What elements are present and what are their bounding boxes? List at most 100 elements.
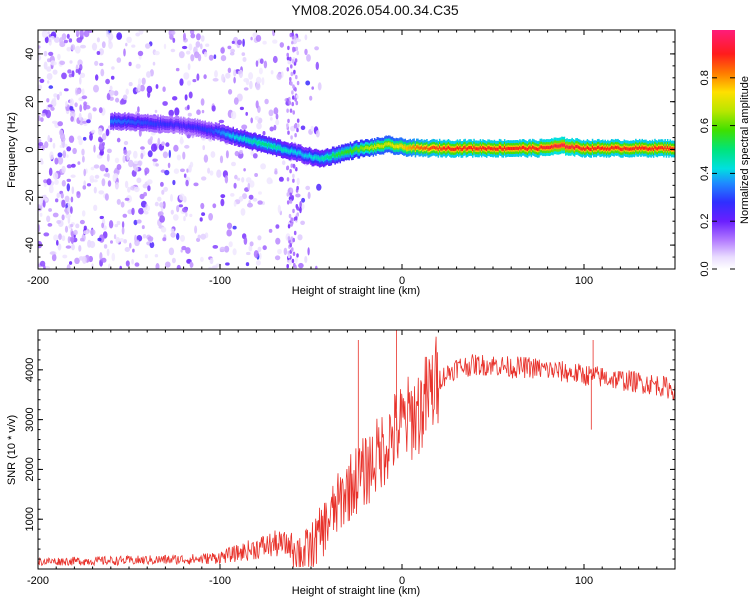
noise-cell <box>76 37 83 43</box>
noise-cell <box>296 185 299 191</box>
ridge-cell <box>475 147 478 151</box>
noise-cell <box>81 88 85 95</box>
noise-cell <box>239 106 244 111</box>
noise-cell <box>277 204 281 214</box>
ridge-cell <box>142 121 144 125</box>
ridge-cell <box>544 146 547 150</box>
ridge-cell <box>539 145 541 149</box>
noise-cell <box>89 240 96 249</box>
ridge-cell <box>391 143 394 147</box>
ridge-cell <box>356 146 358 150</box>
noise-cell <box>38 115 41 121</box>
ridge-cell <box>348 150 350 154</box>
ridge-cell <box>288 150 291 154</box>
ridge-cell <box>618 146 620 150</box>
noise-cell <box>237 39 242 46</box>
noise-cell <box>275 237 281 245</box>
noise-cell <box>56 239 59 246</box>
noise-cell <box>50 35 55 41</box>
ridge-cell <box>190 125 192 129</box>
noise-cell <box>67 236 71 244</box>
noise-cell <box>292 178 295 183</box>
ridge-cell <box>543 146 545 150</box>
noise-cell <box>190 33 196 39</box>
noise-cell <box>295 100 299 106</box>
noise-cell <box>259 252 262 260</box>
colorbar-label: Normalized spectral amplitude <box>739 76 750 224</box>
noise-cell <box>168 247 175 256</box>
ridge-cell <box>607 146 609 150</box>
noise-cell <box>106 93 111 101</box>
noise-cell <box>291 41 294 45</box>
ridge-cell <box>156 122 158 126</box>
noise-cell <box>176 232 180 241</box>
noise-cell <box>186 168 189 173</box>
noise-cell <box>70 110 76 119</box>
noise-cell <box>306 54 311 62</box>
ridge-cell <box>647 147 650 151</box>
ridge-cell <box>486 147 488 151</box>
noise-cell <box>291 195 294 200</box>
noise-cell <box>254 173 258 177</box>
noise-cell <box>292 251 296 256</box>
noise-cell <box>121 227 125 235</box>
noise-cell <box>44 197 48 202</box>
ridge-cell <box>130 120 133 124</box>
noise-cell <box>119 238 124 242</box>
noise-cell <box>149 241 155 249</box>
ridge-cell <box>666 145 669 149</box>
noise-cell <box>57 152 63 158</box>
noise-cell <box>286 52 290 58</box>
ridge-cell <box>343 151 345 155</box>
noise-cell <box>68 73 73 78</box>
noise-cell <box>65 245 72 249</box>
ridge-cell <box>139 121 141 125</box>
noise-cell <box>76 89 81 95</box>
noise-cell <box>220 55 227 62</box>
noise-cell <box>192 79 197 83</box>
ridge-cell <box>161 123 163 127</box>
ridge-cell <box>399 144 401 148</box>
noise-cell <box>257 200 263 205</box>
noise-cell <box>241 177 245 183</box>
ridge-cell <box>143 121 145 125</box>
ridge-cell <box>640 147 642 151</box>
noise-cell <box>275 119 280 126</box>
ridge-cell <box>488 146 491 150</box>
noise-cell <box>115 97 120 103</box>
noise-cell <box>108 38 112 45</box>
noise-cell <box>292 237 296 243</box>
ridge-cell <box>165 123 167 127</box>
ridge-cell <box>351 150 353 154</box>
ridge-cell <box>268 143 270 147</box>
spectrogram-y-label: Frequency (Hz) <box>6 112 18 188</box>
noise-cell <box>44 141 49 149</box>
ridge-cell <box>642 146 645 150</box>
noise-cell <box>296 118 300 123</box>
noise-cell <box>106 148 112 154</box>
noise-cell <box>47 104 53 108</box>
noise-cell <box>59 60 66 65</box>
ridge-cell <box>273 144 275 148</box>
noise-cell <box>254 116 260 121</box>
noise-cell <box>272 39 278 44</box>
noise-cell <box>76 191 81 199</box>
ridge-cell <box>189 125 191 129</box>
noise-cell <box>208 266 213 269</box>
noise-cell <box>239 149 243 155</box>
noise-cell <box>311 86 315 90</box>
ridge-cell <box>458 147 460 151</box>
noise-cell <box>263 60 268 69</box>
ridge-cell <box>608 147 610 151</box>
ridge-cell <box>665 147 668 151</box>
noise-cell <box>161 141 166 146</box>
noise-cell <box>144 254 148 259</box>
ridge-cell <box>582 146 585 150</box>
noise-cell <box>237 70 241 75</box>
noise-cell <box>289 77 292 82</box>
noise-cell <box>70 196 74 203</box>
ridge-cell <box>366 145 368 149</box>
ridge-cell <box>145 121 148 125</box>
ridge-cell <box>111 119 113 123</box>
noise-cell <box>286 56 290 61</box>
